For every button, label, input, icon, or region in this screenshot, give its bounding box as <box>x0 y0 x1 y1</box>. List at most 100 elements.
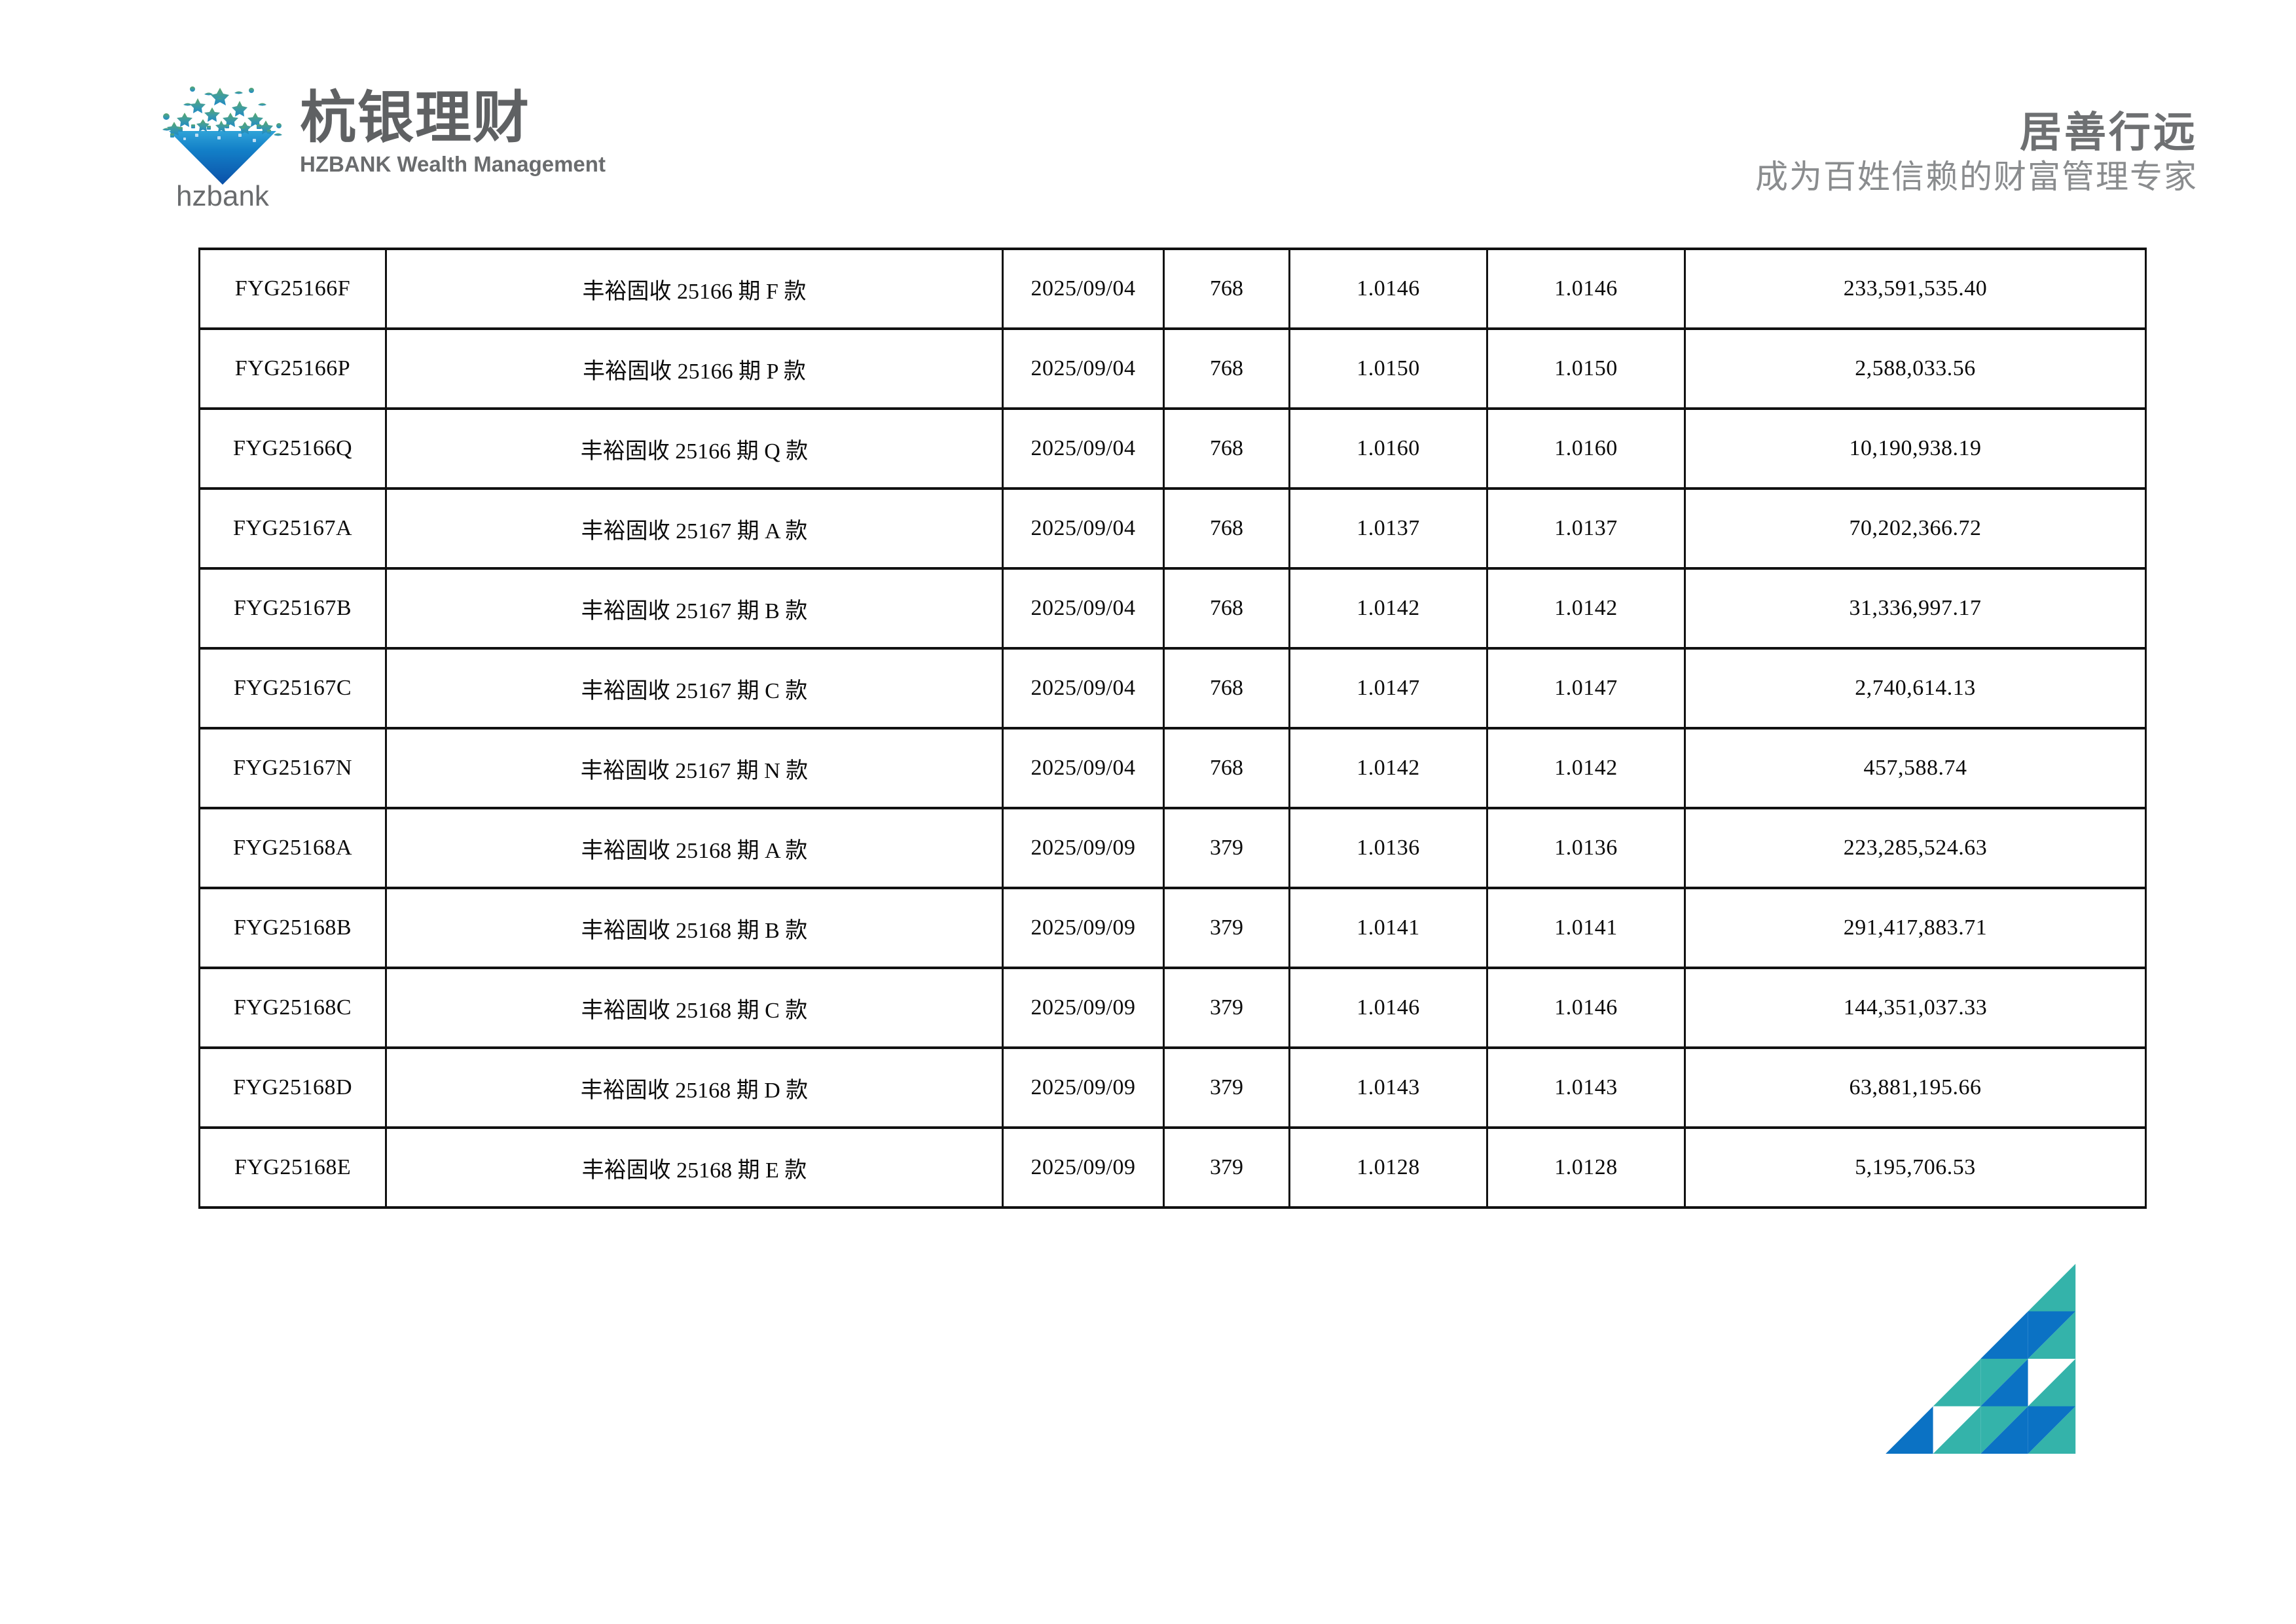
cell-days: 379 <box>1163 1126 1290 1209</box>
cell-days: 768 <box>1163 327 1290 410</box>
brand-wordmark: 杭银理财 HZBANK Wealth Management <box>300 79 606 177</box>
cell-days: 379 <box>1163 887 1290 969</box>
cell-product-code: FYG25168E <box>198 1126 387 1209</box>
cell-product-name: 丰裕固收 25166 期 Q 款 <box>385 407 1004 490</box>
cell-value-date: 2025/09/04 <box>1002 727 1165 809</box>
cell-cumulative-nav: 1.0160 <box>1486 407 1686 490</box>
cell-scale-amount: 457,588.74 <box>1684 727 2147 809</box>
cell-cumulative-nav: 1.0146 <box>1486 967 1686 1049</box>
cell-scale-amount: 31,336,997.17 <box>1684 567 2147 650</box>
cell-unit-nav: 1.0150 <box>1288 327 1488 410</box>
cell-scale-amount: 233,591,535.40 <box>1684 248 2147 330</box>
table-row: FYG25166Q 丰裕固收 25166 期 Q 款 2025/09/04 768 1.… <box>198 407 2147 490</box>
cell-value-date: 2025/09/04 <box>1002 248 1165 330</box>
cell-scale-amount: 2,588,033.56 <box>1684 327 2147 410</box>
cell-value-date: 2025/09/04 <box>1002 407 1165 490</box>
cell-days: 768 <box>1163 727 1290 809</box>
cell-unit-nav: 1.0143 <box>1288 1046 1488 1129</box>
cell-unit-nav: 1.0146 <box>1288 248 1488 330</box>
cell-scale-amount: 70,202,366.72 <box>1684 487 2147 570</box>
cell-scale-amount: 291,417,883.71 <box>1684 887 2147 969</box>
cell-scale-amount: 5,195,706.53 <box>1684 1126 2147 1209</box>
cell-days: 379 <box>1163 967 1290 1049</box>
cell-product-name: 丰裕固收 25167 期 A 款 <box>385 487 1004 570</box>
cell-scale-amount: 144,351,037.33 <box>1684 967 2147 1049</box>
cell-value-date: 2025/09/09 <box>1002 887 1165 969</box>
cell-product-name: 丰裕固收 25168 期 D 款 <box>385 1046 1004 1129</box>
table-row: FYG25168C 丰裕固收 25168 期 C 款 2025/09/09 379 1.… <box>198 967 2147 1049</box>
cell-value-date: 2025/09/09 <box>1002 807 1165 889</box>
cell-value-date: 2025/09/04 <box>1002 567 1165 650</box>
cell-days: 768 <box>1163 248 1290 330</box>
cell-product-code: FYG25166F <box>198 248 387 330</box>
table-row: FYG25168B 丰裕固收 25168 期 B 款 2025/09/09 379 1.… <box>198 887 2147 969</box>
table-row: FYG25167C 丰裕固收 25167 期 C 款 2025/09/04 768 1.… <box>198 647 2147 729</box>
brand-name-en: HZBANK Wealth Management <box>300 152 606 177</box>
cell-product-code: FYG25167N <box>198 727 387 809</box>
table-row: FYG25167A 丰裕固收 25167 期 A 款 2025/09/04 768 1.… <box>198 487 2147 570</box>
cell-cumulative-nav: 1.0142 <box>1486 727 1686 809</box>
table-row: FYG25167B 丰裕固收 25167 期 B 款 2025/09/04 768 1.… <box>198 567 2147 650</box>
cell-product-code: FYG25167C <box>198 647 387 729</box>
cell-value-date: 2025/09/09 <box>1002 1126 1165 1209</box>
cell-product-name: 丰裕固收 25166 期 F 款 <box>385 248 1004 330</box>
cell-cumulative-nav: 1.0143 <box>1486 1046 1686 1129</box>
cell-days: 379 <box>1163 1046 1290 1129</box>
slogan-sub: 成为百姓信赖的财富管理专家 <box>1755 158 2198 196</box>
cell-unit-nav: 1.0141 <box>1288 887 1488 969</box>
cell-value-date: 2025/09/04 <box>1002 647 1165 729</box>
cell-product-name: 丰裕固收 25167 期 C 款 <box>385 647 1004 729</box>
cell-product-name: 丰裕固收 25168 期 E 款 <box>385 1126 1004 1209</box>
cell-scale-amount: 10,190,938.19 <box>1684 407 2147 490</box>
table-row: FYG25168A 丰裕固收 25168 期 A 款 2025/09/09 379 1.… <box>198 807 2147 889</box>
svg-text:hzbank: hzbank <box>176 180 270 210</box>
table-row: FYG25166F 丰裕固收 25166 期 F 款 2025/09/04 768 1.… <box>198 248 2147 330</box>
cell-value-date: 2025/09/09 <box>1002 1046 1165 1129</box>
cell-product-name: 丰裕固收 25168 期 C 款 <box>385 967 1004 1049</box>
cell-product-name: 丰裕固收 25167 期 B 款 <box>385 567 1004 650</box>
cell-cumulative-nav: 1.0137 <box>1486 487 1686 570</box>
cell-cumulative-nav: 1.0142 <box>1486 567 1686 650</box>
cell-days: 768 <box>1163 647 1290 729</box>
cell-product-code: FYG25167A <box>198 487 387 570</box>
slogan-block: 居善行远 成为百姓信赖的财富管理专家 <box>1755 111 2198 195</box>
cell-cumulative-nav: 1.0150 <box>1486 327 1686 410</box>
cell-product-code: FYG25166Q <box>198 407 387 490</box>
page-header: hzbank 杭银理财 HZBANK Wealth Management 居善行… <box>0 0 2296 248</box>
cell-unit-nav: 1.0160 <box>1288 407 1488 490</box>
cell-value-date: 2025/09/04 <box>1002 487 1165 570</box>
table-row: FYG25168D 丰裕固收 25168 期 D 款 2025/09/09 379 1.… <box>198 1046 2147 1129</box>
cell-days: 768 <box>1163 487 1290 570</box>
brand-block: hzbank 杭银理财 HZBANK Wealth Management <box>157 79 606 210</box>
cell-product-name: 丰裕固收 25168 期 B 款 <box>385 887 1004 969</box>
cell-unit-nav: 1.0147 <box>1288 647 1488 729</box>
brand-name-cn: 杭银理财 <box>300 85 530 151</box>
cell-days: 379 <box>1163 807 1290 889</box>
table-row: FYG25167N 丰裕固收 25167 期 N 款 2025/09/04 768 1.… <box>198 727 2147 809</box>
table-row: FYG25168E 丰裕固收 25168 期 E 款 2025/09/09 379 1.… <box>198 1126 2147 1209</box>
cell-cumulative-nav: 1.0128 <box>1486 1126 1686 1209</box>
cell-product-code: FYG25168A <box>198 807 387 889</box>
cell-scale-amount: 63,881,195.66 <box>1684 1046 2147 1129</box>
cell-product-code: FYG25167B <box>198 567 387 650</box>
cell-product-code: FYG25168C <box>198 967 387 1049</box>
cell-unit-nav: 1.0128 <box>1288 1126 1488 1209</box>
cell-unit-nav: 1.0142 <box>1288 727 1488 809</box>
triangle-mosaic-mark-icon <box>1886 1264 2102 1454</box>
cell-unit-nav: 1.0136 <box>1288 807 1488 889</box>
cell-product-code: FYG25168B <box>198 887 387 969</box>
cell-scale-amount: 223,285,524.63 <box>1684 807 2147 889</box>
cell-product-name: 丰裕固收 25168 期 A 款 <box>385 807 1004 889</box>
cell-product-name: 丰裕固收 25167 期 N 款 <box>385 727 1004 809</box>
product-nav-table: FYG25166F 丰裕固收 25166 期 F 款 2025/09/04 768 1.… <box>198 248 2147 1209</box>
cell-scale-amount: 2,740,614.13 <box>1684 647 2147 729</box>
cell-unit-nav: 1.0142 <box>1288 567 1488 650</box>
cell-cumulative-nav: 1.0136 <box>1486 807 1686 889</box>
hzbank-diamond-logo-icon: hzbank <box>157 79 288 210</box>
cell-product-code: FYG25166P <box>198 327 387 410</box>
cell-value-date: 2025/09/09 <box>1002 967 1165 1049</box>
product-nav-table-wrap: FYG25166F 丰裕固收 25166 期 F 款 2025/09/04 768 1.… <box>198 248 2147 1209</box>
cell-value-date: 2025/09/04 <box>1002 327 1165 410</box>
cell-product-code: FYG25168D <box>198 1046 387 1129</box>
cell-product-name: 丰裕固收 25166 期 P 款 <box>385 327 1004 410</box>
